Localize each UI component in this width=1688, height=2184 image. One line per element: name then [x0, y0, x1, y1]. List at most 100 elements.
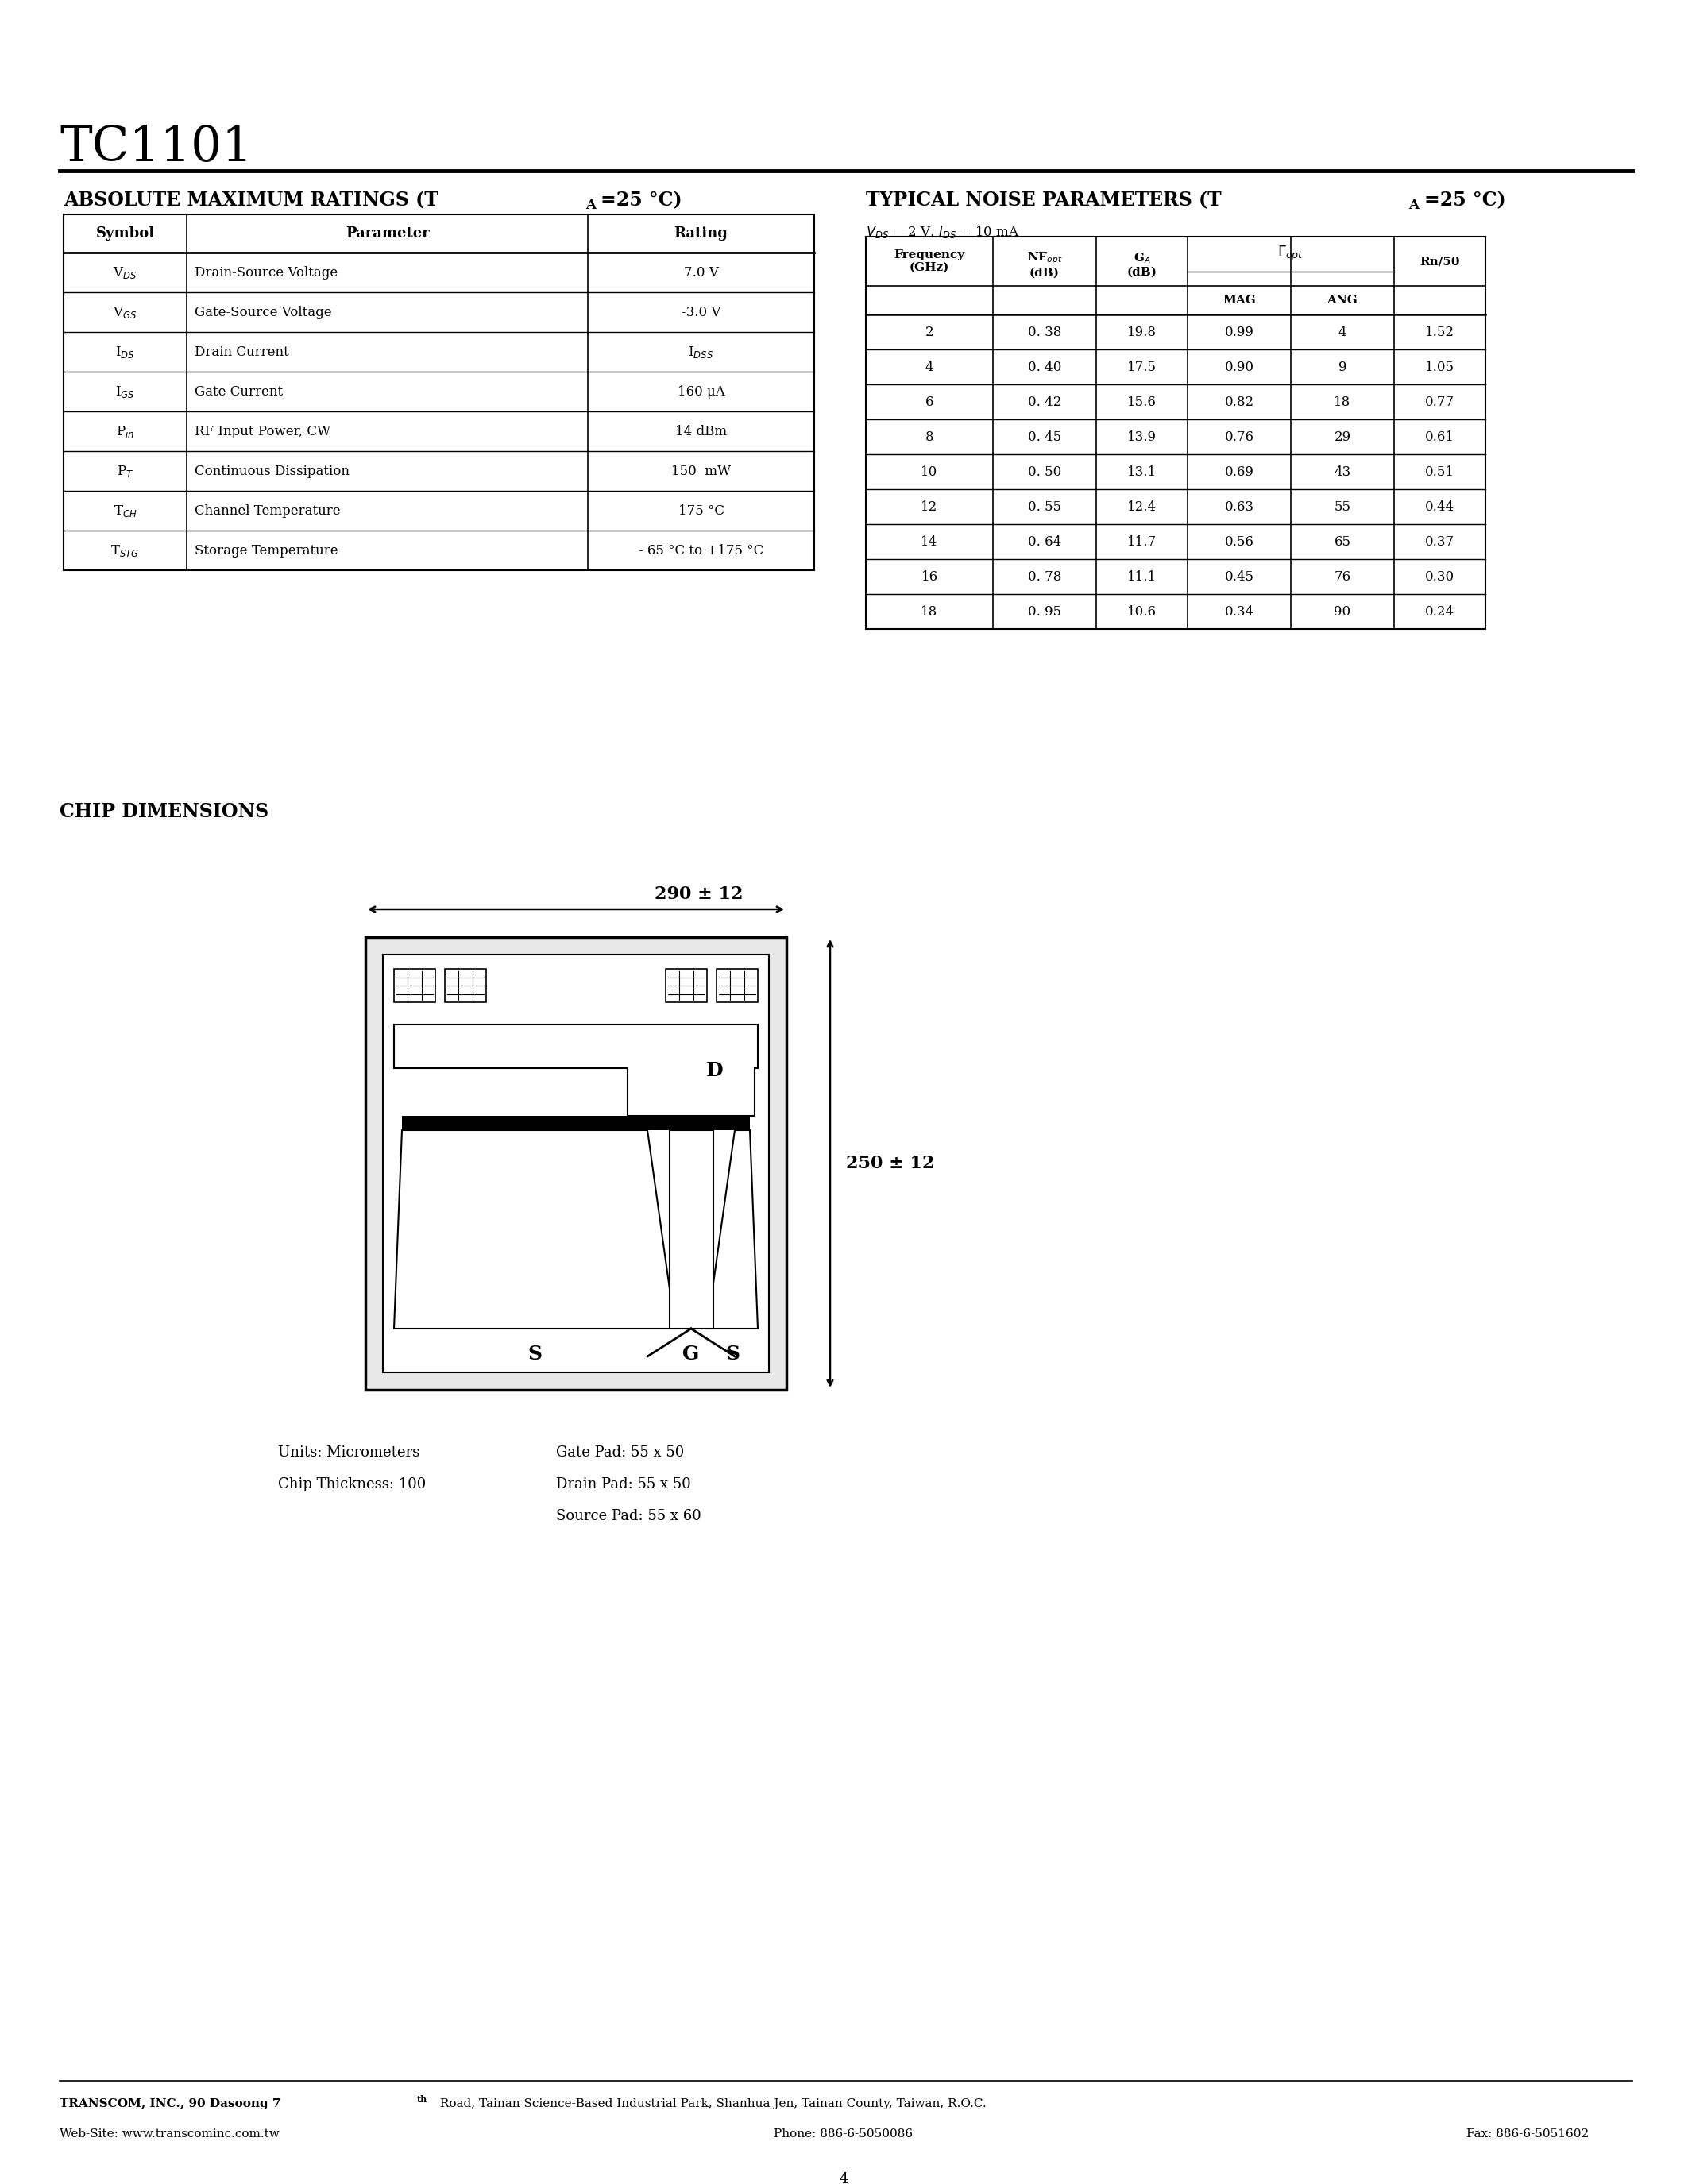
Text: Phone: 886-6-5050086: Phone: 886-6-5050086 [775, 2129, 913, 2140]
Text: TC1101: TC1101 [59, 122, 253, 170]
Text: D: D [706, 1061, 724, 1079]
Text: 250 ± 12: 250 ± 12 [846, 1155, 935, 1173]
Text: 18: 18 [922, 605, 939, 618]
Text: $V_{DS}$ = 2 V, $I_{DS}$ = 10 mA: $V_{DS}$ = 2 V, $I_{DS}$ = 10 mA [866, 225, 1020, 240]
Text: $\Gamma_{opt}$: $\Gamma_{opt}$ [1278, 245, 1305, 262]
Text: Chip Thickness: 100: Chip Thickness: 100 [279, 1476, 425, 1492]
Text: 0.99: 0.99 [1224, 325, 1254, 339]
Text: P$_{T}$: P$_{T}$ [116, 463, 133, 478]
Text: 0.30: 0.30 [1425, 570, 1455, 583]
Text: 0.76: 0.76 [1224, 430, 1254, 443]
Text: 0. 50: 0. 50 [1028, 465, 1062, 478]
Text: =25 °C): =25 °C) [1425, 190, 1506, 210]
Bar [365, 937, 787, 1389]
Text: 4: 4 [1339, 325, 1347, 339]
Text: G$_A$
(dB): G$_A$ (dB) [1128, 251, 1156, 277]
Text: 15.6: 15.6 [1128, 395, 1156, 408]
Text: 55: 55 [1334, 500, 1350, 513]
Text: S: S [527, 1345, 542, 1363]
Text: - 65 °C to +175 °C: - 65 °C to +175 °C [638, 544, 763, 557]
Text: 10: 10 [922, 465, 939, 478]
Text: 43: 43 [1334, 465, 1350, 478]
Bar [665, 970, 707, 1002]
Text: Continuous Dissipation: Continuous Dissipation [194, 465, 349, 478]
Text: ANG: ANG [1327, 295, 1357, 306]
Text: 13.1: 13.1 [1128, 465, 1156, 478]
Text: V$_{DS}$: V$_{DS}$ [113, 264, 137, 280]
Text: 18: 18 [1334, 395, 1350, 408]
Text: 29: 29 [1334, 430, 1350, 443]
Text: 11.1: 11.1 [1128, 570, 1156, 583]
Text: T$_{STG}$: T$_{STG}$ [111, 544, 140, 557]
Bar [716, 970, 758, 1002]
Text: TRANSCOM, INC., 90 Dasoong 7: TRANSCOM, INC., 90 Dasoong 7 [59, 2099, 280, 2110]
Text: 160 μA: 160 μA [677, 384, 724, 397]
Text: Road, Tainan Science-Based Industrial Park, Shanhua Jen, Tainan County, Taiwan, : Road, Tainan Science-Based Industrial Pa… [436, 2099, 986, 2110]
Text: 9: 9 [1339, 360, 1347, 373]
Bar [383, 954, 770, 1372]
Text: 1.52: 1.52 [1425, 325, 1455, 339]
Text: 14: 14 [922, 535, 939, 548]
Bar [668, 1129, 712, 1328]
Text: I$_{DSS}$: I$_{DSS}$ [689, 345, 714, 360]
Text: Fax: 886-6-5051602: Fax: 886-6-5051602 [1467, 2129, 1588, 2140]
Text: RF Input Power, CW: RF Input Power, CW [194, 424, 331, 439]
Text: 0.34: 0.34 [1224, 605, 1254, 618]
Text: Channel Temperature: Channel Temperature [194, 505, 341, 518]
Text: Storage Temperature: Storage Temperature [194, 544, 338, 557]
Text: A: A [586, 199, 596, 212]
Text: Drain-Source Voltage: Drain-Source Voltage [194, 266, 338, 280]
Text: 12: 12 [922, 500, 939, 513]
Polygon shape [707, 1129, 758, 1328]
Text: Rating: Rating [674, 227, 728, 240]
Text: Web-Site: www.transcominc.com.tw: Web-Site: www.transcominc.com.tw [59, 2129, 280, 2140]
Text: Gate Pad: 55 x 50: Gate Pad: 55 x 50 [555, 1446, 684, 1459]
Text: 175 °C: 175 °C [679, 505, 724, 518]
Text: 16: 16 [922, 570, 939, 583]
Text: 0. 45: 0. 45 [1028, 430, 1062, 443]
Bar [393, 970, 436, 1002]
Text: 19.8: 19.8 [1128, 325, 1156, 339]
Text: 14 dBm: 14 dBm [675, 424, 728, 439]
Text: Frequency
(GHz): Frequency (GHz) [895, 249, 966, 273]
Text: P$_{in}$: P$_{in}$ [116, 424, 135, 439]
Bar [64, 214, 814, 570]
Text: 0.51: 0.51 [1425, 465, 1455, 478]
Text: ABSOLUTE MAXIMUM RATINGS (T: ABSOLUTE MAXIMUM RATINGS (T [64, 190, 439, 210]
Text: 0.61: 0.61 [1425, 430, 1455, 443]
Text: 0.63: 0.63 [1224, 500, 1254, 513]
Polygon shape [393, 1129, 675, 1328]
Text: 11.7: 11.7 [1128, 535, 1156, 548]
Text: 0. 55: 0. 55 [1028, 500, 1062, 513]
Text: V$_{GS}$: V$_{GS}$ [113, 304, 137, 319]
Text: 13.9: 13.9 [1128, 430, 1156, 443]
Text: I$_{DS}$: I$_{DS}$ [115, 345, 135, 360]
Text: 2: 2 [925, 325, 933, 339]
Text: Symbol: Symbol [96, 227, 155, 240]
Text: Drain Pad: 55 x 50: Drain Pad: 55 x 50 [555, 1476, 690, 1492]
Text: 0.82: 0.82 [1224, 395, 1254, 408]
Text: Units: Micrometers: Units: Micrometers [279, 1446, 420, 1459]
Text: Source Pad: 55 x 60: Source Pad: 55 x 60 [555, 1509, 701, 1522]
Text: 0.44: 0.44 [1425, 500, 1455, 513]
Text: 0.77: 0.77 [1425, 395, 1455, 408]
Text: Rn/50: Rn/50 [1420, 256, 1460, 266]
Text: TYPICAL NOISE PARAMETERS (T: TYPICAL NOISE PARAMETERS (T [866, 190, 1222, 210]
Text: 0. 78: 0. 78 [1028, 570, 1062, 583]
Text: A: A [1408, 199, 1418, 212]
Text: 0. 42: 0. 42 [1028, 395, 1062, 408]
Text: 7.0 V: 7.0 V [684, 266, 719, 280]
Text: 0.37: 0.37 [1425, 535, 1455, 548]
Text: 0.90: 0.90 [1224, 360, 1254, 373]
Text: T$_{CH}$: T$_{CH}$ [113, 502, 137, 518]
Text: 65: 65 [1334, 535, 1350, 548]
Text: 0.45: 0.45 [1224, 570, 1254, 583]
Text: 0.56: 0.56 [1224, 535, 1254, 548]
Text: CHIP DIMENSIONS: CHIP DIMENSIONS [59, 802, 268, 821]
Text: Drain Current: Drain Current [194, 345, 289, 358]
Text: =25 °C): =25 °C) [601, 190, 682, 210]
Text: 8: 8 [925, 430, 933, 443]
Text: MAG: MAG [1222, 295, 1256, 306]
Text: 4: 4 [839, 2173, 847, 2184]
Text: 0.24: 0.24 [1425, 605, 1455, 618]
